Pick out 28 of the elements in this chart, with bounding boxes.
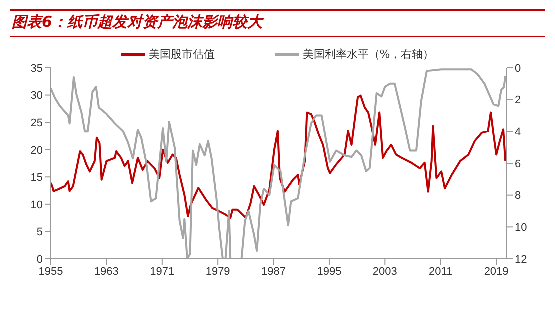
y-tick-label: 30 <box>30 90 43 102</box>
x-tick-label: 2019 <box>484 266 509 278</box>
chart-title: 图表6：纸币超发对资产泡沫影响较大 <box>12 13 262 32</box>
y-tick-label: 15 <box>30 172 43 184</box>
y-tick-label: 5 <box>36 226 43 239</box>
y-tick-label: 20 <box>30 144 43 157</box>
x-tick-label: 1971 <box>150 266 175 278</box>
y-tick-label: 35 <box>30 62 43 75</box>
legend-label: 美国股市估值 <box>148 46 215 62</box>
x-tick-label: 1963 <box>94 266 119 278</box>
y-tick-label: 0 <box>36 254 43 266</box>
y-tick-label: 10 <box>30 199 43 212</box>
y2-tick-label: 4 <box>515 126 522 139</box>
y2-tick-label: 2 <box>515 94 522 107</box>
y2-tick-label: 0 <box>515 62 522 75</box>
line-series <box>51 94 507 220</box>
x-tick-label: 1987 <box>262 266 286 278</box>
y2-tick-label: 12 <box>515 254 528 266</box>
y2-tick-label: 6 <box>515 158 522 170</box>
legend-label: 美国利率水平（%，右轴） <box>302 46 434 62</box>
x-tick-label: 1995 <box>317 266 342 278</box>
x-tick-label: 1955 <box>38 266 64 278</box>
y2-tick-label: 10 <box>515 222 528 234</box>
x-tick-label: 2003 <box>372 266 398 278</box>
y2-tick-label: 8 <box>515 190 522 202</box>
y-tick-label: 25 <box>30 117 43 130</box>
x-tick-label: 1979 <box>206 266 230 278</box>
x-tick-label: 2011 <box>429 266 453 278</box>
